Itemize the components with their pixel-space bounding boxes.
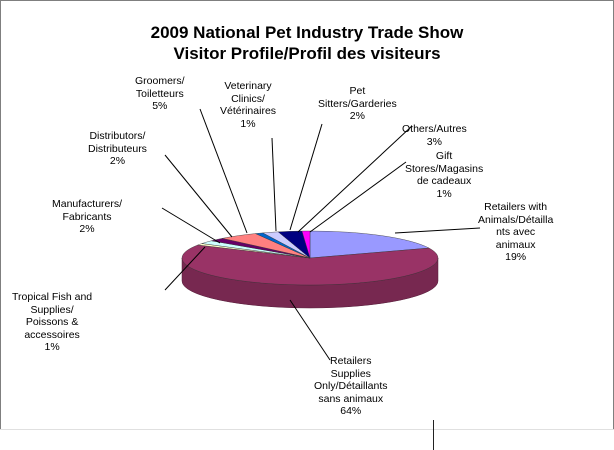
slice-percentage: 2% xyxy=(109,155,126,167)
slice-label-tropical-fish-and: Tropical Fish and Supplies/Poissons & acce… xyxy=(12,291,92,354)
chart-title-line-1: 2009 National Pet Industry Trade Show xyxy=(150,23,464,42)
slice-label-line: Vétérinaires xyxy=(220,105,277,117)
frame-bottom-area xyxy=(0,429,614,450)
leader-line-veterinary xyxy=(271,137,277,232)
frame-bottom-rule xyxy=(0,429,614,430)
slice-label-line: Distributors/ xyxy=(89,130,146,142)
slice-label-line: accessoires xyxy=(24,328,80,341)
slice-label-veterinary: Veterinary Clinics/Vétérinaires 1% xyxy=(220,80,276,130)
slice-label-line: Stores/Magasins xyxy=(405,162,484,175)
slice-label-line: animaux xyxy=(495,238,536,251)
slice-label-manufacturers: Manufacturers/Fabricants 2% xyxy=(52,198,122,236)
leader-line-gift xyxy=(309,161,407,233)
slice-label-line: Poissons & xyxy=(25,316,79,328)
slice-label-line: Retailers xyxy=(330,355,372,367)
slice-label-line: Tropical Fish and xyxy=(12,291,93,303)
slice-label-line: Groomers/ xyxy=(135,75,185,87)
slice-label-line: Clinics/ xyxy=(231,92,265,105)
slice-label-line: sans animaux xyxy=(318,392,384,405)
bottom-divider xyxy=(433,420,434,450)
slice-label-line: de cadeaux xyxy=(416,175,472,187)
slice-label-line: Fabricants xyxy=(62,210,112,223)
slice-percentage: 1% xyxy=(436,187,452,200)
leader-line-pet xyxy=(289,123,323,231)
slice-label-gift: Gift Stores/Magasins de cadeaux 1% xyxy=(405,150,483,200)
slice-label-line: Manufacturers/ xyxy=(52,198,123,210)
pie-slice-gift xyxy=(301,230,311,259)
slice-percentage: 3% xyxy=(426,135,442,148)
slice-percentage: 1% xyxy=(240,117,256,130)
slice-label-line: Only/Détaillants xyxy=(314,380,388,392)
slice-percentage: 5% xyxy=(152,100,168,112)
pie-top-layer xyxy=(181,230,439,286)
slice-label-line: Supplies/ xyxy=(30,303,74,316)
slice-label-line: Pet xyxy=(349,85,366,97)
slice-label-distributors: Distributors/Distributeurs 2% xyxy=(88,130,147,168)
leader-line-others-autres xyxy=(297,125,413,233)
slice-label-retailers: Retailers Supplies Only/Détaillants sans an… xyxy=(314,355,388,418)
slice-label-line: nts avec xyxy=(496,226,536,238)
slice-percentage: 64% xyxy=(340,405,362,417)
leader-line-retailers xyxy=(289,299,331,361)
slice-label-retailers-with: Retailers with Animals/Détailla nts avec an… xyxy=(478,201,553,264)
leader-line-distributors xyxy=(164,154,233,238)
slice-label-groomers: Groomers/Toiletteurs 5% xyxy=(135,75,185,113)
leader-line-retailers-with xyxy=(394,227,481,234)
leader-lines xyxy=(161,108,481,361)
slice-label-line: Sitters/Garderies xyxy=(318,97,397,110)
slice-percentage: 2% xyxy=(349,110,365,122)
slice-percentage: 19% xyxy=(505,251,527,263)
leader-line-tropical-fish-and xyxy=(164,246,206,291)
slice-label-line: Supplies xyxy=(330,367,371,380)
slice-label-line: Gift xyxy=(435,150,453,162)
slice-label-line: Distributeurs xyxy=(88,142,147,155)
slice-percentage: 1% xyxy=(44,341,60,353)
slice-label-others-autres: Others/Autres 3% xyxy=(402,123,467,148)
slice-label-line: Others/Autres xyxy=(402,123,467,135)
chart-title: 2009 National Pet Industry Trade Show Vi… xyxy=(0,22,614,64)
slice-label-pet: Pet Sitters/Garderies 2% xyxy=(318,85,397,123)
leader-line-manufacturers xyxy=(161,207,221,244)
leader-line-groomers xyxy=(199,108,248,234)
pie-slice-retailers-with xyxy=(309,230,430,259)
slice-percentage: 2% xyxy=(79,223,95,235)
slice-label-line: Veterinary xyxy=(224,80,272,92)
slice-label-line: Animals/Détailla xyxy=(478,213,554,226)
slice-label-line: Toiletteurs xyxy=(135,87,184,100)
pie-slice-retailers xyxy=(181,244,439,286)
chart-title-line-2: Visitor Profile/Profil des visiteurs xyxy=(173,44,441,63)
slice-label-line: Retailers with xyxy=(484,201,548,213)
